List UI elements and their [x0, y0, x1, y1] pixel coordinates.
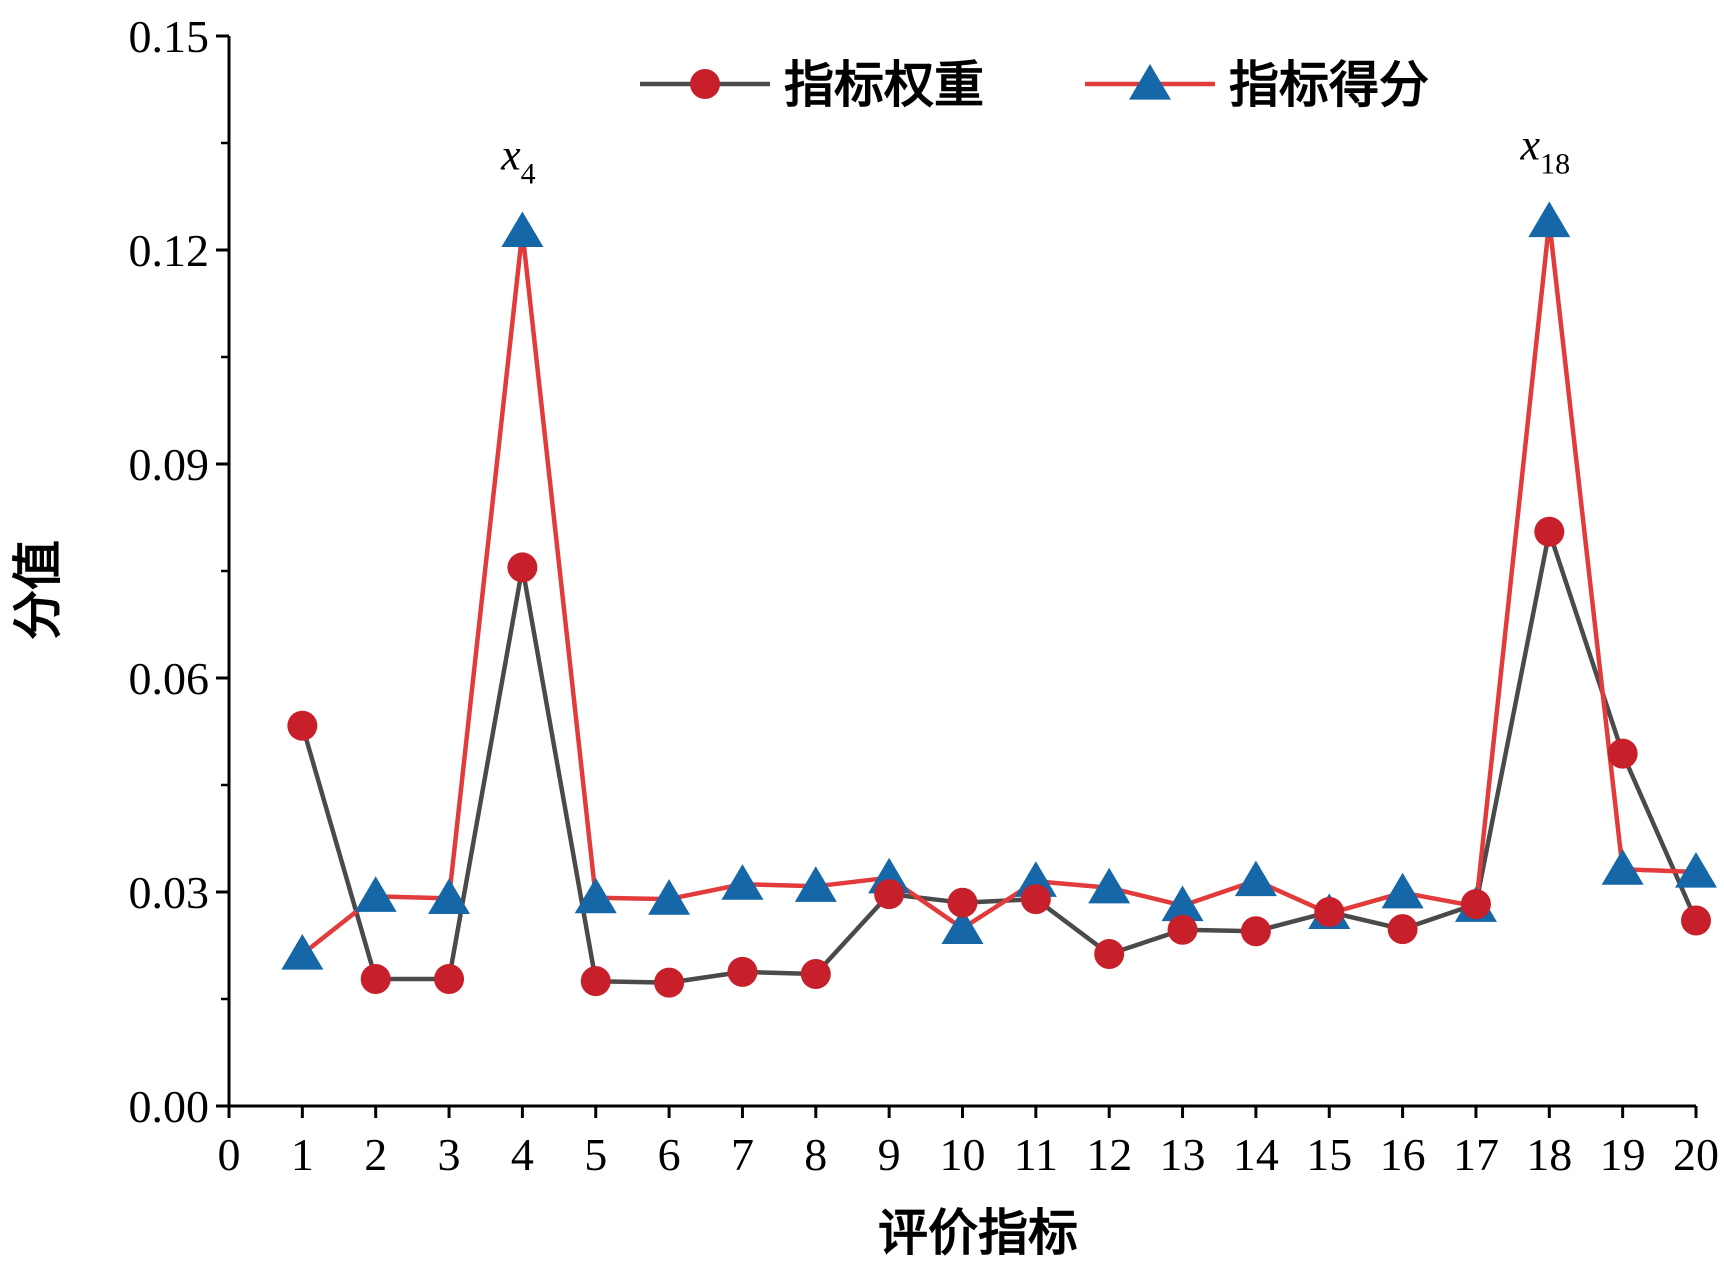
- legend-label: 指标权重: [784, 56, 984, 114]
- x-tick-label: 3: [438, 1129, 461, 1180]
- y-tick-label: 0.03: [129, 867, 210, 918]
- x-tick-label: 7: [731, 1129, 754, 1180]
- annotation-subscript: 18: [1540, 147, 1570, 180]
- x-tick-label: 14: [1233, 1129, 1279, 1180]
- x-tick-label: 11: [1014, 1129, 1058, 1180]
- x-tick-label: 13: [1160, 1129, 1206, 1180]
- data-point: [287, 710, 318, 741]
- data-point: [1534, 516, 1565, 547]
- x-tick-label: 6: [658, 1129, 681, 1180]
- data-point: [1240, 916, 1271, 947]
- series-1-markers: [287, 516, 1711, 998]
- legend-label: 指标得分: [1229, 56, 1429, 114]
- data-point: [1161, 885, 1204, 922]
- series-2-markers: [281, 201, 1717, 970]
- data-point: [1460, 889, 1491, 920]
- data-point: [507, 552, 538, 583]
- data-point: [360, 964, 391, 995]
- data-point: [648, 879, 691, 915]
- annotation-base: x: [500, 130, 521, 179]
- x-tick-label: 9: [878, 1129, 901, 1180]
- x-tick-label: 17: [1453, 1129, 1499, 1180]
- data-point: [1234, 860, 1277, 897]
- x-axis-title: 评价指标: [878, 1204, 1078, 1262]
- y-tick-label: 0.09: [129, 439, 210, 490]
- legend-item-2: 指标得分: [1085, 56, 1429, 114]
- y-axis-title: 分值: [9, 540, 67, 640]
- legend-marker: [690, 69, 720, 99]
- x-tick-label: 5: [584, 1129, 607, 1180]
- data-point: [281, 934, 324, 970]
- data-point: [727, 956, 758, 987]
- annotation-subscript: 4: [521, 157, 536, 190]
- legend-item-1: 指标权重: [640, 56, 984, 114]
- x-tick-label: 8: [804, 1129, 827, 1180]
- data-point: [794, 866, 837, 902]
- data-point: [1387, 914, 1418, 945]
- data-point: [1167, 914, 1198, 945]
- x-tick-label: 19: [1600, 1129, 1646, 1180]
- x-tick-label: 16: [1380, 1129, 1426, 1180]
- x-tick-label: 18: [1526, 1129, 1572, 1180]
- y-tick-label: 0.00: [129, 1081, 210, 1132]
- data-point: [1314, 896, 1345, 927]
- x-tick-label: 15: [1306, 1129, 1352, 1180]
- data-point: [947, 887, 978, 918]
- data-point: [1601, 849, 1644, 885]
- data-point: [941, 908, 984, 944]
- data-point: [1675, 852, 1717, 888]
- data-point: [800, 959, 831, 990]
- data-point: [1088, 867, 1131, 904]
- x-tick-label: 0: [218, 1129, 241, 1180]
- annotation-x18: x18: [1520, 120, 1571, 180]
- data-point: [654, 967, 685, 998]
- y-tick-label: 0.12: [129, 225, 210, 276]
- legend: 指标权重 指标得分: [640, 56, 1429, 114]
- x-tick-label: 4: [511, 1129, 534, 1180]
- data-point: [1020, 884, 1051, 915]
- data-point: [1681, 905, 1711, 936]
- data-point: [1094, 939, 1125, 970]
- data-point: [721, 864, 764, 900]
- data-point: [434, 964, 465, 995]
- y-tick-label: 0.06: [129, 653, 210, 704]
- y-tick-label: 0.15: [129, 11, 210, 62]
- annotation-x4: x4: [500, 130, 536, 190]
- data-point: [354, 876, 397, 912]
- x-tick-label: 10: [940, 1129, 986, 1180]
- x-tick-label: 2: [364, 1129, 387, 1180]
- data-point: [1528, 201, 1571, 238]
- data-point: [428, 878, 471, 915]
- data-point: [1014, 861, 1057, 897]
- data-point: [874, 879, 905, 910]
- legend-marker: [1129, 64, 1171, 100]
- x-tick-label: 20: [1673, 1129, 1719, 1180]
- data-point: [1607, 738, 1638, 769]
- annotation-base: x: [1520, 120, 1541, 169]
- axes: 0 1 2 3 4 5 6 7 8 9 10 11 12 13 14 15 16 17 18 19 200.000.03…: [129, 11, 1720, 1180]
- data-point: [574, 877, 617, 914]
- x-tick-label: 12: [1086, 1129, 1132, 1180]
- data-point: [580, 966, 611, 997]
- x-tick-label: 1: [291, 1129, 314, 1180]
- series-layer: [281, 201, 1717, 998]
- data-point: [501, 211, 544, 248]
- data-point: [1381, 872, 1424, 909]
